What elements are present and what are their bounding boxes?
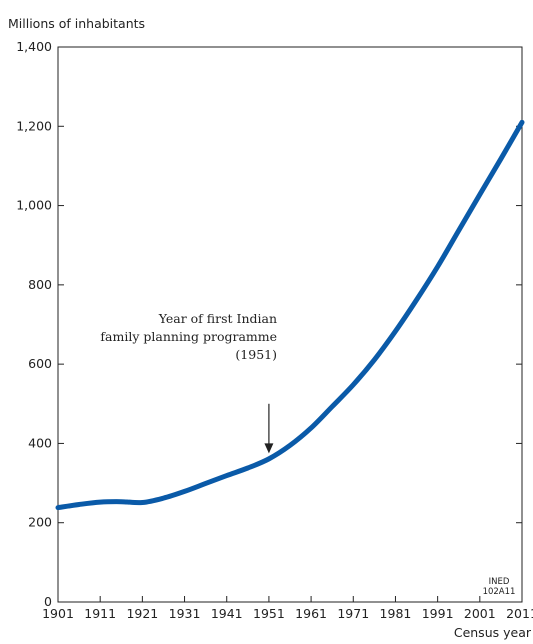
x-tick-label: 1961 bbox=[295, 606, 327, 621]
plot-frame bbox=[57, 46, 523, 603]
annotation-line-1: Year of first Indian bbox=[158, 311, 277, 326]
y-tick-label: 600 bbox=[28, 356, 52, 371]
annotation-arrow-head bbox=[264, 443, 274, 454]
y-tick-label: 200 bbox=[28, 515, 52, 530]
y-tick-label: 400 bbox=[28, 435, 52, 450]
y-axis-ticks: 0 200 400 600 800 1,000 1,200 1,400 bbox=[16, 39, 522, 609]
annotation-line-3: (1951) bbox=[235, 347, 277, 362]
population-series-line bbox=[55, 119, 525, 511]
source-note-line-2: 102A11 bbox=[483, 587, 516, 597]
y-tick-label: 1,000 bbox=[16, 198, 52, 213]
x-tick-label: 1931 bbox=[169, 606, 201, 621]
x-tick-label: 1921 bbox=[126, 606, 158, 621]
x-tick-label: 1991 bbox=[422, 606, 454, 621]
y-tick-label: 1,400 bbox=[16, 39, 52, 54]
x-tick-label: 1941 bbox=[211, 606, 243, 621]
x-tick-label: 2001 bbox=[464, 606, 496, 621]
y-tick-label: 0 bbox=[44, 594, 52, 609]
family-planning-annotation: Year of first Indian family planning pro… bbox=[100, 311, 277, 454]
x-axis-title: Census year bbox=[454, 625, 532, 640]
x-tick-label: 2011 bbox=[506, 606, 533, 621]
x-tick-label: 1971 bbox=[337, 606, 369, 621]
x-tick-label: 1951 bbox=[253, 606, 285, 621]
y-axis-title: Millions of inhabitants bbox=[8, 16, 145, 31]
annotation-line-2: family planning programme bbox=[100, 329, 277, 344]
x-tick-label: 1901 bbox=[42, 606, 74, 621]
x-tick-label: 1911 bbox=[84, 606, 116, 621]
y-tick-label: 1,200 bbox=[16, 118, 52, 133]
x-axis-ticks: 1901 1911 1921 1931 1941 1951 1961 1971 1981 1991… bbox=[42, 596, 533, 621]
source-note-line-1: INED bbox=[489, 577, 510, 587]
x-tick-label: 1981 bbox=[380, 606, 412, 621]
y-tick-label: 800 bbox=[28, 277, 52, 292]
